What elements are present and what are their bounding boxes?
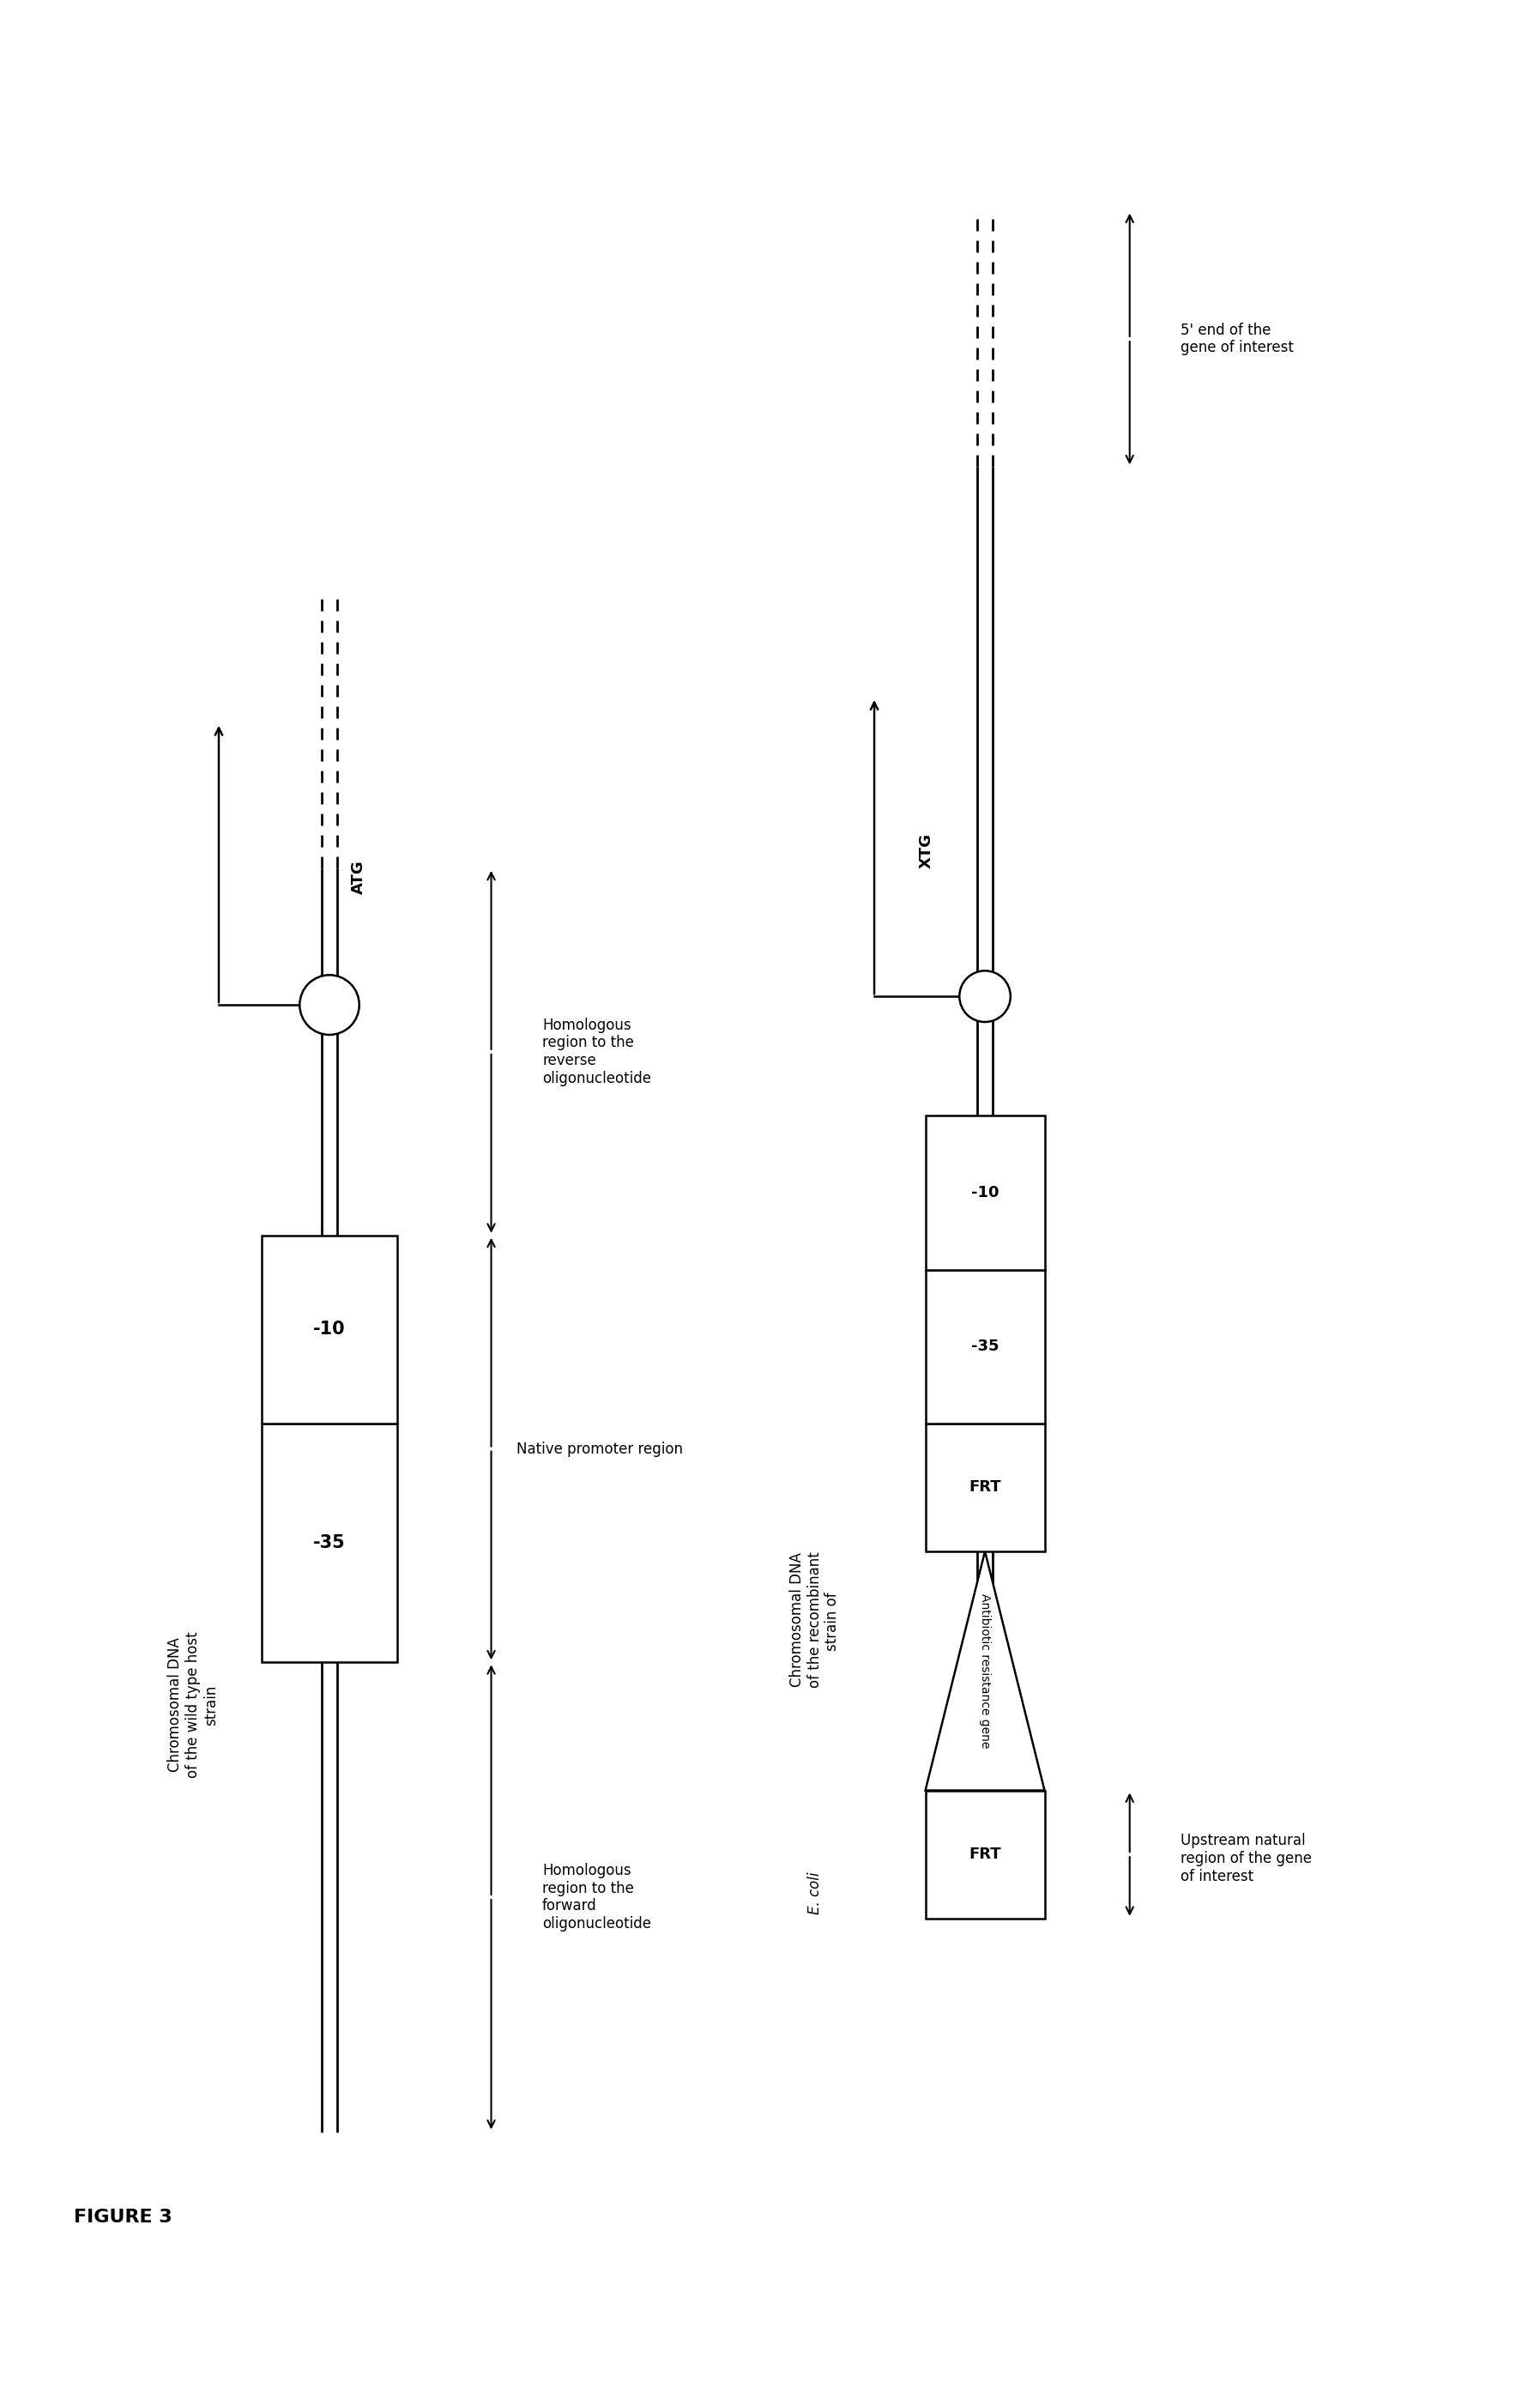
Circle shape [300,974,359,1034]
Text: Antibiotic resistance gene: Antibiotic resistance gene [979,1594,990,1748]
Text: -10: -10 [972,1185,999,1199]
Bar [926,1791,1044,1918]
Text: FRT: FRT [969,1479,1001,1494]
Text: -35: -35 [313,1535,345,1551]
Text: Homologous
region to the
forward
oligonucleotide: Homologous region to the forward oligonu… [542,1863,651,1932]
Bar [926,1424,1044,1551]
Text: FRT: FRT [969,1846,1001,1863]
Text: E. coli: E. coli [807,1872,822,1915]
Text: Upstream natural
region of the gene
of interest: Upstream natural region of the gene of i… [1181,1834,1312,1884]
Circle shape [959,970,1010,1022]
Text: Chromosomal DNA
of the wild type host
strain: Chromosomal DNA of the wild type host st… [168,1633,219,1779]
Text: ATG: ATG [351,859,367,893]
Bar [262,1235,397,1424]
Bar [926,1116,1044,1269]
Text: -10: -10 [313,1321,345,1338]
Bar [926,1269,1044,1424]
Text: Chromosomal DNA
of the recombinant
strain of: Chromosomal DNA of the recombinant strai… [788,1551,841,1688]
Text: -35: -35 [972,1338,999,1355]
Text: 5' end of the
gene of interest: 5' end of the gene of interest [1181,323,1294,357]
Bar [262,1424,397,1661]
Text: Homologous
region to the
reverse
oligonucleotide: Homologous region to the reverse oligonu… [542,1017,651,1087]
Polygon shape [926,1551,1044,1791]
Text: FIGURE 3: FIGURE 3 [74,2210,172,2226]
Text: XTG: XTG [918,833,933,869]
Text: Native promoter region: Native promoter region [517,1441,684,1456]
